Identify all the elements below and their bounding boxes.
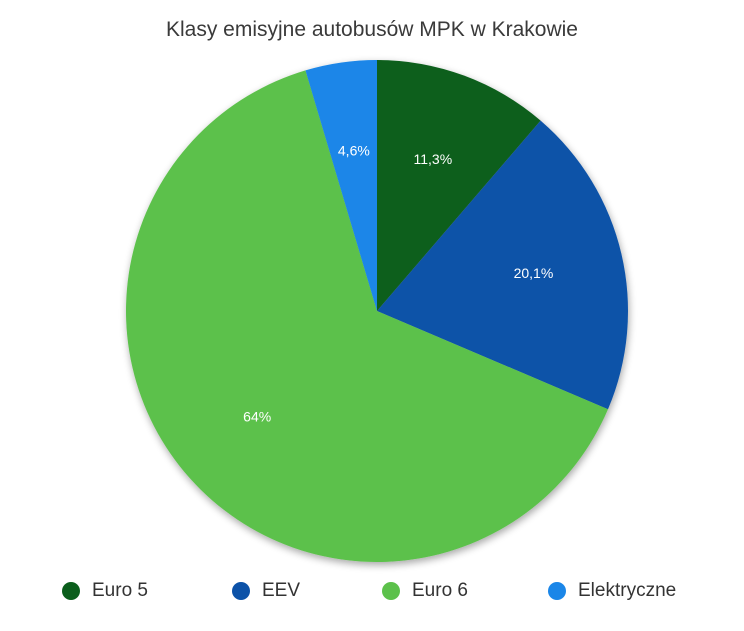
legend-item: Euro 5 — [62, 576, 148, 606]
pie-slice-euro-5 — [377, 60, 541, 311]
legend-label: Elektryczne — [578, 580, 677, 601]
pie-slice-eev — [377, 120, 629, 410]
pie-slice-elektryczne — [305, 60, 377, 311]
pie-labels: 11,3% 20,1% 64% 4,6% — [243, 143, 553, 425]
pie-slice-label: 20,1% — [514, 265, 554, 281]
legend-swatch — [548, 582, 566, 600]
legend-item: Euro 6 — [382, 576, 468, 606]
legend-swatch — [232, 582, 250, 600]
legend-label: Euro 6 — [412, 580, 468, 601]
chart-title: Klasy emisyjne autobusów MPK w Krakowie — [165, 18, 578, 41]
pie-slice-label: 64% — [243, 409, 271, 425]
legend-swatch — [62, 582, 80, 600]
legend-swatch — [382, 582, 400, 600]
legend: Euro 5 EEV Euro 6 Elektryczne — [0, 576, 744, 606]
legend-item: EEV — [232, 576, 300, 606]
pie-slice-label: 4,6% — [338, 143, 370, 159]
legend-label: EEV — [262, 580, 301, 601]
legend-label: Euro 5 — [92, 580, 148, 601]
pie-slices — [126, 60, 629, 562]
legend-item: Elektryczne — [548, 576, 676, 606]
pie-slice-label: 11,3% — [414, 151, 453, 167]
pie-slice-euro-6 — [126, 70, 608, 562]
